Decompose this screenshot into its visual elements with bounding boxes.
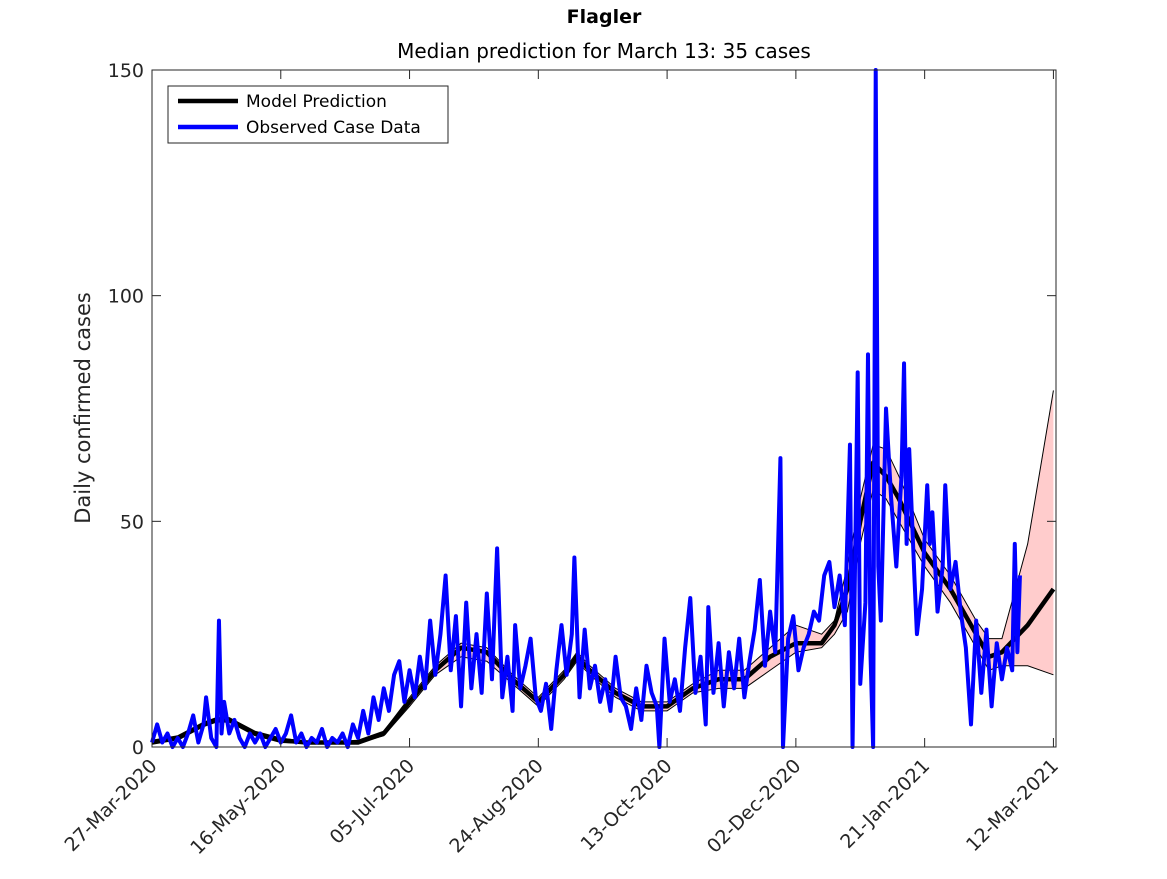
y-tick-label: 100 xyxy=(108,286,144,308)
legend-label: Model Prediction xyxy=(246,92,387,112)
series-line xyxy=(150,68,1022,749)
legend-box xyxy=(167,85,449,144)
axes-box xyxy=(151,69,1057,748)
y-tick-label: 0 xyxy=(132,737,144,759)
y-axis-label: Daily confirmed cases xyxy=(71,292,95,524)
chart-subtitle: Median prediction for March 13: 35 cases xyxy=(397,39,811,63)
chart-title: Flagler xyxy=(567,6,642,28)
legend-label: Observed Case Data xyxy=(246,118,421,138)
y-tick-label: 150 xyxy=(108,60,144,82)
y-tick-label: 50 xyxy=(120,511,144,533)
series-line xyxy=(151,460,1056,745)
